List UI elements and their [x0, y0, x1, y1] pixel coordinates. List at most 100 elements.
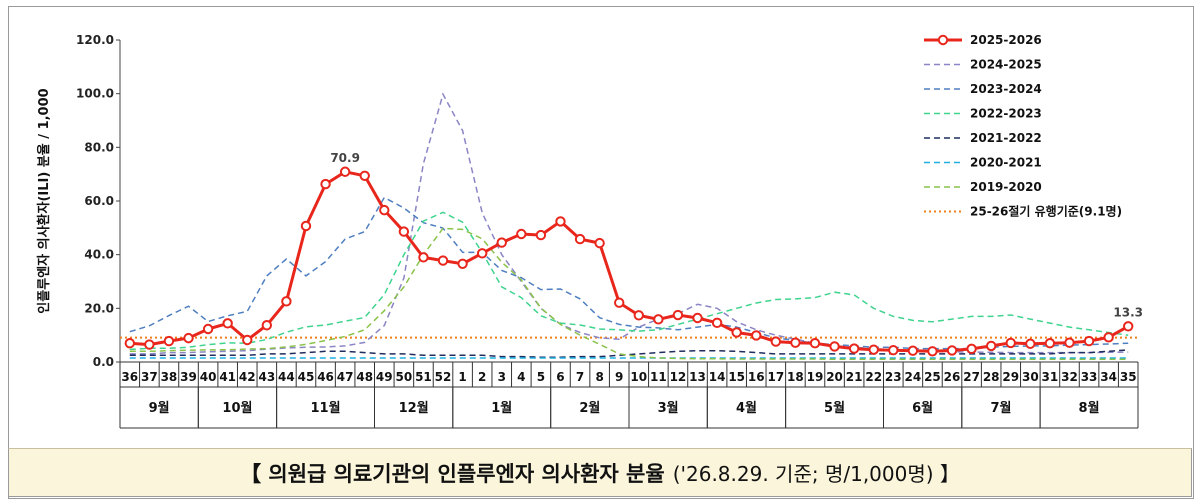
x-tick-label: 45	[298, 370, 315, 384]
data-point	[653, 314, 664, 325]
y-tick-label: 100.0	[76, 87, 114, 101]
month-label: 1월	[491, 400, 512, 416]
chart-frame	[8, 6, 1194, 499]
data-point	[829, 341, 840, 352]
data-point	[379, 204, 390, 216]
month-label: 2월	[579, 400, 600, 416]
x-tick-label: 11	[650, 370, 667, 384]
legend-label: 25-26절기 유행기준(9.1명)	[970, 204, 1122, 219]
data-point	[966, 343, 977, 355]
data-point	[320, 178, 331, 190]
data-point	[614, 297, 625, 308]
data-point	[183, 332, 194, 344]
month-label: 12월	[399, 400, 429, 416]
x-tick-label: 26	[944, 370, 961, 384]
x-tick-label: 37	[141, 370, 158, 384]
data-label: 70.9	[330, 151, 360, 165]
month-label: 9월	[149, 400, 170, 416]
data-point	[790, 337, 801, 348]
data-point	[868, 344, 879, 355]
x-tick-label: 7	[576, 370, 584, 384]
series-line-2022-2023	[129, 211, 1129, 351]
data-point	[437, 255, 449, 266]
x-tick-label: 27	[963, 370, 980, 384]
data-point	[1005, 337, 1016, 349]
x-tick-label: 8	[595, 370, 603, 384]
data-point	[1103, 332, 1114, 343]
x-tick-label: 6	[556, 370, 564, 384]
series-line-2023-2024	[129, 196, 1129, 350]
y-tick-label: 120.0	[76, 33, 114, 47]
x-tick-label: 36	[121, 370, 138, 384]
series-line-2025-2026	[129, 170, 1129, 353]
x-tick-label: 33	[1081, 370, 1098, 384]
x-tick-label: 12	[670, 370, 687, 384]
caption-bar: 【 의원급 의료기관의 인플루엔자 의사환자 분율 ('26.8.29. 기준;…	[8, 448, 1192, 497]
x-tick-label: 38	[161, 370, 178, 384]
y-tick-label: 0.0	[93, 355, 114, 369]
data-point	[418, 252, 429, 263]
caption-note: ('26.8.29. 기준; 명/1,000명) 】	[672, 462, 960, 486]
data-point	[927, 346, 938, 357]
data-point	[594, 237, 605, 249]
y-tick-label: 40.0	[84, 248, 114, 262]
x-tick-label: 52	[435, 370, 452, 384]
month-label: 10월	[222, 400, 252, 416]
data-point	[731, 327, 742, 338]
month-label: 6월	[912, 400, 933, 416]
data-point	[535, 229, 547, 241]
x-tick-label: 49	[376, 370, 393, 384]
data-point	[555, 216, 566, 227]
x-tick-label: 28	[983, 370, 1000, 384]
data-point	[339, 166, 351, 177]
series-line-2019-2020	[129, 227, 1129, 361]
x-tick-label: 9	[615, 370, 623, 384]
data-label: 13.3	[1113, 305, 1143, 319]
data-point	[574, 233, 586, 245]
y-tick-label: 20.0	[84, 301, 114, 315]
x-tick-label: 1	[458, 370, 466, 384]
x-tick-label: 5	[537, 370, 545, 384]
x-tick-label: 40	[200, 370, 217, 384]
legend-marker	[937, 34, 949, 46]
data-point	[476, 248, 488, 259]
data-point	[1064, 337, 1075, 348]
x-tick-label: 10	[630, 370, 647, 384]
x-tick-label: 42	[239, 370, 256, 384]
series-line-2021-2022	[129, 349, 1129, 358]
y-tick-label: 60.0	[84, 194, 114, 208]
x-tick-label: 44	[278, 370, 295, 384]
data-point	[1083, 335, 1095, 347]
data-point	[261, 320, 273, 331]
x-tick-label: 30	[1022, 370, 1039, 384]
x-tick-label: 15	[728, 370, 745, 384]
data-point	[1123, 321, 1134, 332]
month-label: 3월	[658, 400, 679, 416]
x-tick-label: 21	[846, 370, 863, 384]
x-tick-label: 20	[826, 370, 843, 384]
x-tick-label: 35	[1120, 370, 1137, 384]
x-tick-label: 18	[787, 370, 804, 384]
month-label: 11월	[311, 400, 341, 416]
x-tick-label: 23	[885, 370, 902, 384]
x-tick-label: 32	[1061, 370, 1078, 384]
data-point	[516, 228, 527, 240]
data-point	[848, 343, 860, 354]
x-tick-label: 16	[748, 370, 765, 384]
x-tick-label: 29	[1002, 370, 1019, 384]
data-point	[946, 345, 958, 356]
month-label: 7월	[990, 400, 1011, 416]
month-label: 5월	[824, 400, 845, 416]
legend-label: 2021-2022	[970, 131, 1042, 145]
data-point	[907, 345, 919, 356]
data-point	[1044, 338, 1056, 349]
data-point	[281, 296, 292, 307]
month-label: 4월	[736, 400, 757, 416]
data-point	[633, 310, 644, 321]
x-tick-label: 19	[807, 370, 824, 384]
x-tick-label: 25	[924, 370, 941, 384]
x-tick-label: 2	[478, 370, 486, 384]
x-tick-label: 3	[498, 370, 506, 384]
legend-label: 2020-2021	[970, 156, 1042, 170]
data-point	[144, 339, 155, 350]
